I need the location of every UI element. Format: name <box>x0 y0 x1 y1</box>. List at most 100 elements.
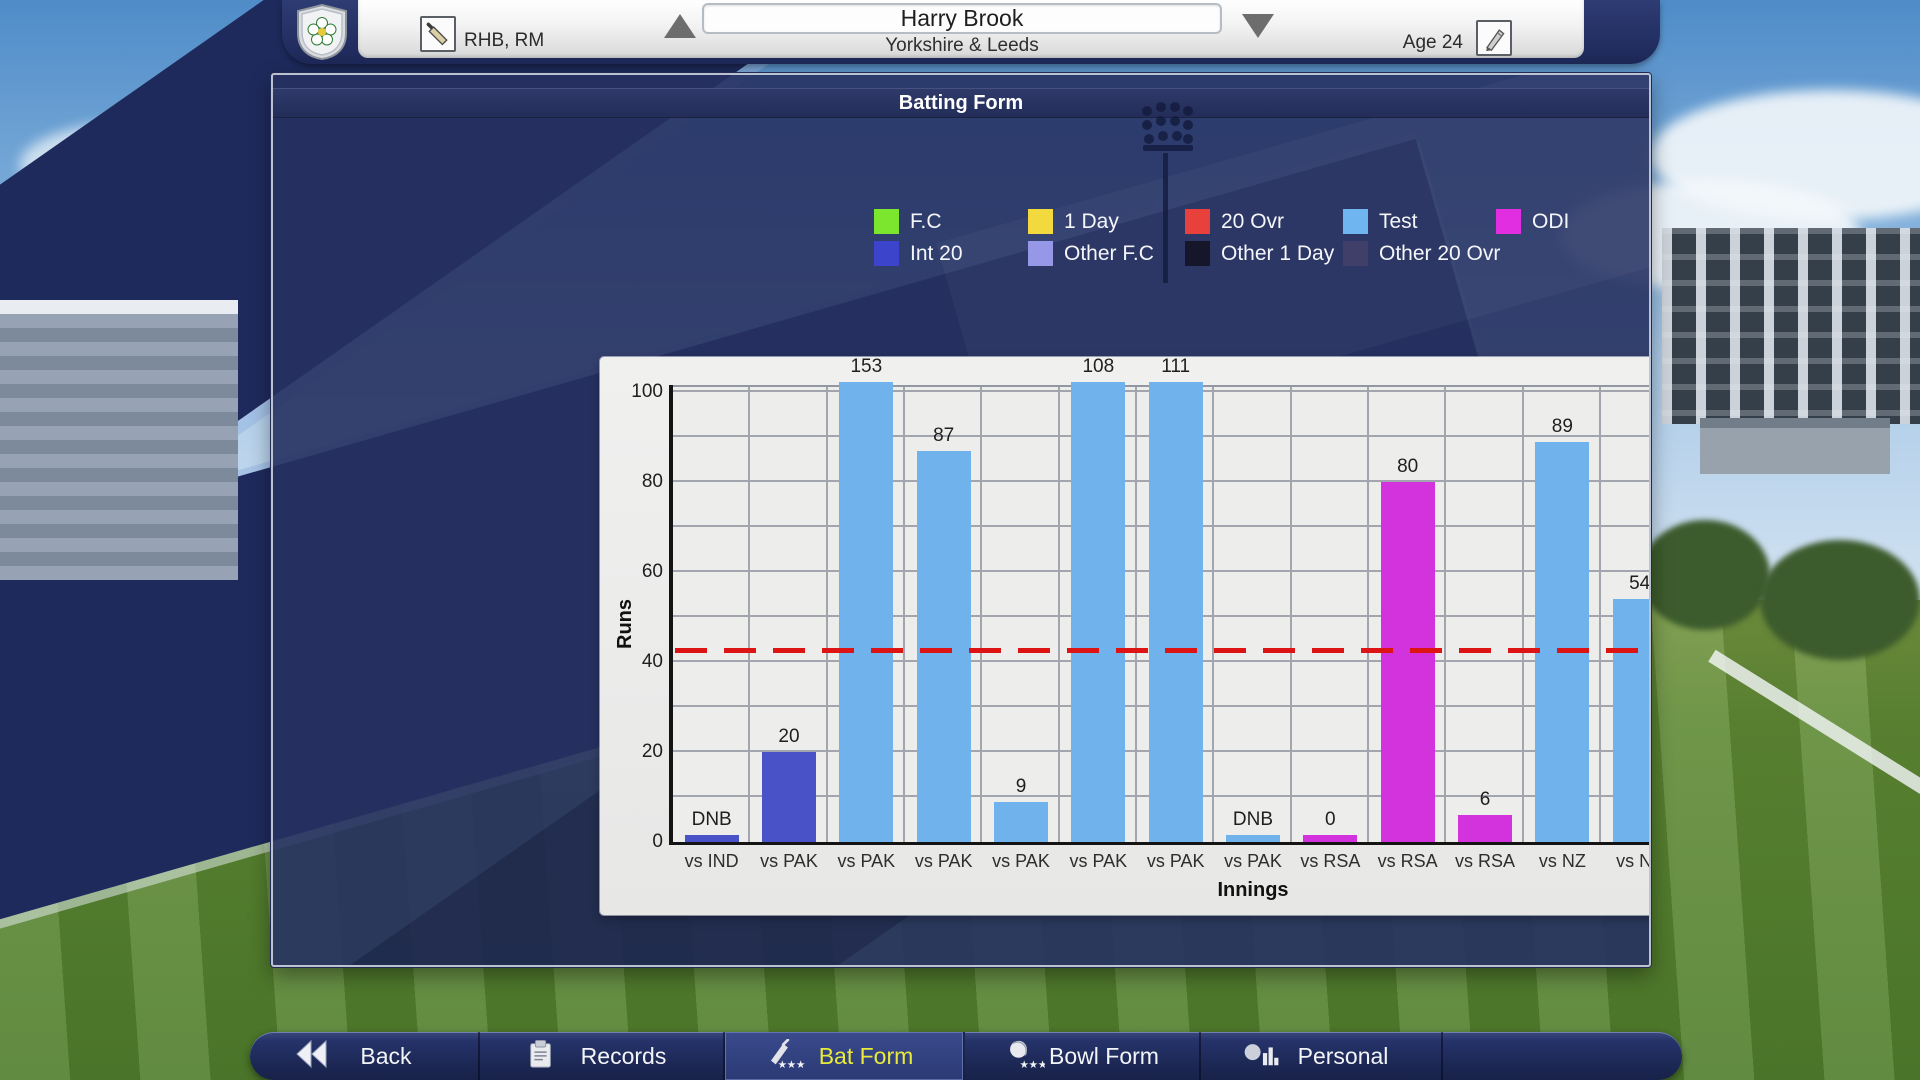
legend-label: 1 Day <box>1064 209 1119 233</box>
x-axis-category-labels: vs IND vs PAK vs PAK vs PAK vs PAK vs PAK vs P… <box>673 851 1651 875</box>
bar-test <box>839 382 894 842</box>
x-axis-category: vs IND <box>684 851 739 871</box>
gridline-vertical <box>1212 387 1215 842</box>
legend-item: 20 Ovr <box>1185 209 1284 234</box>
legend-swatch <box>874 241 899 266</box>
legend-item: Other 1 Day <box>1185 241 1334 266</box>
nav-item-records[interactable]: Records <box>480 1032 725 1080</box>
player-name-selector[interactable]: Harry Brook <box>702 3 1222 34</box>
legend-item: Other F.C <box>1028 241 1154 266</box>
nav-item-personal[interactable]: Personal <box>1201 1032 1443 1080</box>
tree <box>1640 520 1770 630</box>
nav-item-label: Bowl Form <box>1049 1042 1159 1069</box>
x-axis-category: vs PAK <box>914 851 973 871</box>
next-player-arrow[interactable] <box>1242 14 1274 38</box>
batting-form-panel: Batting Form F.C 1 Day 20 Ovr Test ODI Int 2… <box>271 73 1651 967</box>
nav-item-label: Records <box>580 1042 667 1069</box>
legend-label: F.C <box>910 209 942 233</box>
gridline-vertical <box>903 387 905 842</box>
bar-odi <box>1458 815 1512 842</box>
legend-label: Int 20 <box>910 241 963 265</box>
nav-item-bowl-form[interactable]: ★★★ Bowl Form <box>965 1032 1201 1080</box>
y-axis-tick-label: 40 <box>641 651 663 672</box>
gridline-vertical <box>1367 387 1369 842</box>
legend-item: F.C <box>874 209 942 234</box>
gridline-vertical <box>1599 387 1601 842</box>
y-axis-tick-label: 60 <box>641 561 663 582</box>
bar-test <box>994 801 1048 842</box>
club-crest-icon <box>297 3 347 61</box>
legend-swatch <box>1343 209 1368 234</box>
bar-value-label: 153 <box>850 356 883 377</box>
x-axis-category: vs NZ <box>1616 851 1651 871</box>
gridline-vertical <box>1057 387 1060 842</box>
floodlight-silhouette <box>1142 102 1193 283</box>
bar-value-label: 54 <box>1629 573 1651 594</box>
legend-label: Other 1 Day <box>1221 241 1335 265</box>
legend-row-1: F.C 1 Day 20 Ovr Test ODI <box>273 209 1649 237</box>
x-axis-category: vs RSA <box>1300 851 1361 871</box>
player-team: Yorkshire & Leeds <box>885 35 1039 56</box>
x-axis-category: vs PAK <box>760 851 818 871</box>
building <box>1662 228 1920 424</box>
legend-item: Other 20 Ovr <box>1343 241 1500 266</box>
x-axis-category: vs RSA <box>1377 851 1438 871</box>
x-axis-category: vs RSA <box>1454 851 1515 871</box>
previous-player-arrow[interactable] <box>664 14 696 38</box>
bar-value-label: 20 <box>778 726 800 747</box>
tree <box>1760 540 1920 660</box>
nav-item-label: Bat Form <box>818 1042 914 1069</box>
legend-row-2: Int 20 Other F.C Other 1 Day Other 20 Ovr <box>273 241 1649 269</box>
bar-int20 <box>684 835 739 842</box>
bar-test <box>916 450 971 842</box>
legend-swatch <box>1185 241 1210 266</box>
bar-odi <box>1303 835 1358 842</box>
bar-value-label: 89 <box>1551 415 1573 437</box>
bar-value-label: 80 <box>1397 456 1419 477</box>
legend-label: Other 20 Ovr <box>1379 241 1501 265</box>
legend-item: ODI <box>1496 209 1569 234</box>
gridline-vertical <box>825 387 828 842</box>
bar-value-label: DNB <box>691 809 732 830</box>
y-axis-tick-label: 100 <box>631 381 663 402</box>
gridline-vertical <box>748 387 751 842</box>
nav-item-back[interactable]: Back <box>250 1032 480 1080</box>
nav-item-bat-form[interactable]: ★★★ Bat Form <box>725 1032 965 1080</box>
y-axis-tick-label: 80 <box>641 471 663 492</box>
records-icon <box>522 1039 560 1074</box>
stadium-stands <box>0 300 238 580</box>
legend-swatch <box>1028 209 1053 234</box>
legend-label: ODI <box>1532 209 1570 233</box>
bar-value-label: 9 <box>1015 775 1027 797</box>
legend-swatch <box>874 209 899 234</box>
y-axis-tick-label: 0 <box>652 831 663 852</box>
y-axis-line <box>669 385 673 845</box>
bar-test <box>1535 441 1590 842</box>
x-axis-category: vs PAK <box>1224 851 1282 871</box>
personal-icon <box>1243 1039 1281 1074</box>
legend-label: Test <box>1379 209 1418 233</box>
bottom-navigation-bar: Back Records ★★★ Bat Form ★★★ Bowl Form Person… <box>250 1032 1682 1080</box>
legend-label: 20 Ovr <box>1221 209 1285 233</box>
bar-value-label: DNB <box>1232 809 1274 830</box>
nav-item-label: Back <box>360 1042 412 1069</box>
bar-odi <box>1380 482 1435 842</box>
panel-title: Batting Form <box>273 88 1649 118</box>
svg-text:★★★: ★★★ <box>778 1060 805 1069</box>
player-role: RHB, RM <box>464 30 545 51</box>
back-icon <box>292 1039 330 1074</box>
legend-item: Test <box>1343 209 1418 234</box>
y-axis-tick-label: 20 <box>641 741 663 762</box>
player-info-bar: RHB, RM Harry Brook Yorkshire & Leeds Ag… <box>358 0 1584 58</box>
gridline-vertical <box>1521 387 1524 842</box>
edit-pencil-icon[interactable] <box>1476 20 1512 56</box>
bar-test <box>1071 382 1126 842</box>
svg-text:★★★: ★★★ <box>1019 1060 1045 1069</box>
gridline-vertical <box>980 387 983 842</box>
fc-average-line <box>675 648 1649 653</box>
batting-form-chart: Runs 0 20 40 60 80 100 DNB 20 153 87 9 108 111 DNB 0 80… <box>600 356 1651 915</box>
player-age: Age 24 <box>1402 32 1463 53</box>
bar-test <box>1612 599 1649 842</box>
bar-test <box>1226 835 1280 842</box>
legend-swatch <box>1496 209 1521 234</box>
